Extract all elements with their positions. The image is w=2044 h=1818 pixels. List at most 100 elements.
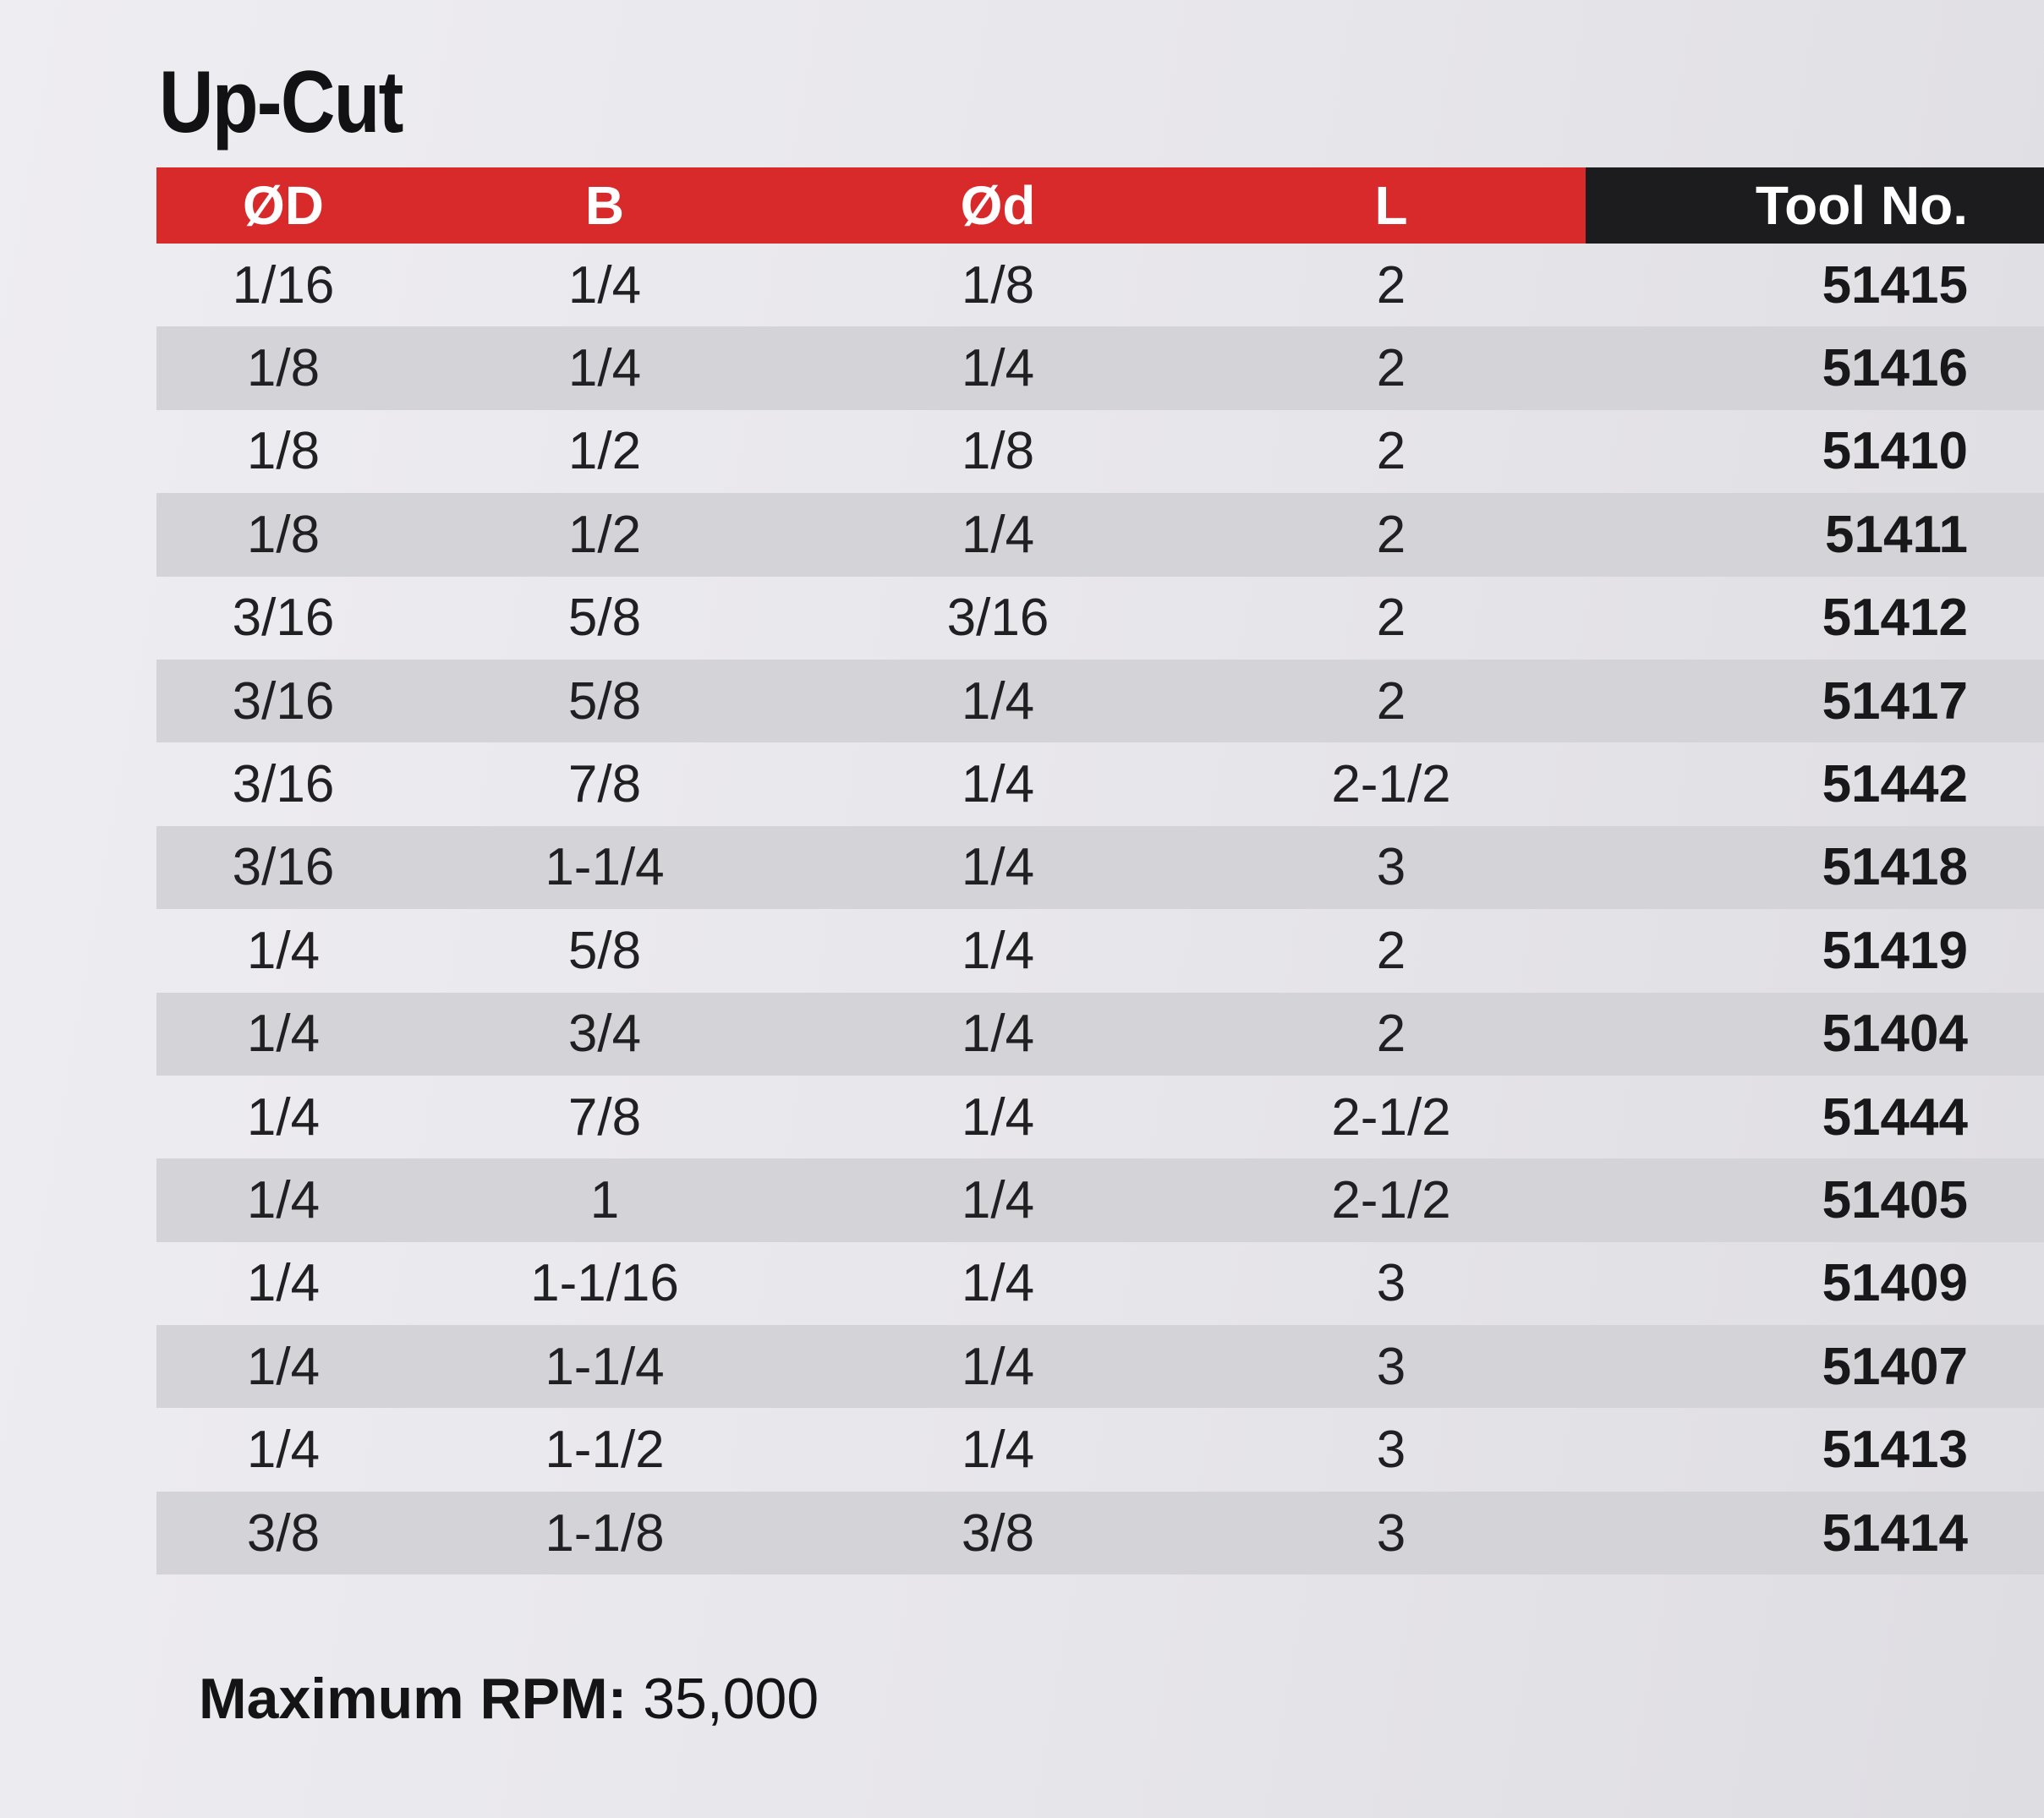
length-cell: 3 bbox=[1376, 838, 1406, 897]
table-row: 1/8 1/4 1/4 2 51416 bbox=[156, 326, 2044, 410]
tool-no-cell: 51444 bbox=[1822, 1087, 1968, 1147]
shank-diameter-cell: 1/4 bbox=[961, 1005, 1035, 1064]
tool-no-cell: 51411 bbox=[1825, 505, 1968, 564]
b-cell: 1/2 bbox=[567, 422, 642, 481]
b-cell: 1/4 bbox=[567, 255, 642, 315]
tool-no-cell: 51412 bbox=[1822, 589, 1968, 648]
b-cell: 7/8 bbox=[567, 755, 642, 814]
shank-diameter-cell: 1/4 bbox=[961, 755, 1035, 814]
table-row: 1/4 1-1/4 1/4 3 51407 bbox=[156, 1325, 2044, 1409]
shank-diameter-cell: 1/4 bbox=[961, 505, 1035, 564]
table-row: 1/4 3/4 1/4 2 51404 bbox=[156, 992, 2044, 1076]
shank-diameter-cell: 1/4 bbox=[961, 1337, 1035, 1396]
header-length: L bbox=[1197, 167, 1586, 244]
tool-no-cell: 51409 bbox=[1822, 1254, 1968, 1313]
outer-diameter-cell: 1/4 bbox=[246, 1254, 321, 1313]
tool-no-cell: 51404 bbox=[1822, 1005, 1968, 1064]
outer-diameter-cell: 1/8 bbox=[246, 422, 321, 481]
b-cell: 5/8 bbox=[567, 921, 642, 980]
tool-no-cell: 51410 bbox=[1822, 422, 1968, 481]
outer-diameter-cell: 1/8 bbox=[246, 339, 321, 398]
shank-diameter-cell: 1/4 bbox=[961, 671, 1035, 731]
outer-diameter-cell: 3/16 bbox=[232, 838, 335, 897]
b-cell: 1/4 bbox=[567, 339, 642, 398]
header-b: B bbox=[410, 167, 799, 244]
max-rpm-note: Maximum RPM: 35,000 bbox=[199, 1666, 819, 1732]
shank-diameter-cell: 1/4 bbox=[961, 339, 1035, 398]
length-cell: 3 bbox=[1376, 1254, 1406, 1313]
length-cell: 2 bbox=[1376, 422, 1406, 481]
tool-no-cell: 51417 bbox=[1822, 671, 1968, 731]
length-cell: 2 bbox=[1376, 255, 1406, 315]
tool-no-cell: 51442 bbox=[1822, 755, 1968, 814]
length-cell: 2 bbox=[1376, 671, 1406, 731]
length-cell: 2 bbox=[1376, 339, 1406, 398]
table-row: 1/8 1/2 1/4 2 51411 bbox=[156, 493, 2044, 577]
length-cell: 2 bbox=[1376, 589, 1406, 648]
b-cell: 3/4 bbox=[567, 1005, 642, 1064]
outer-diameter-cell: 3/16 bbox=[232, 755, 335, 814]
table-row: 1/4 1-1/2 1/4 3 51413 bbox=[156, 1408, 2044, 1491]
outer-diameter-cell: 3/16 bbox=[232, 671, 335, 731]
tool-no-cell: 51416 bbox=[1822, 339, 1968, 398]
table-row: 3/8 1-1/8 3/8 3 51414 bbox=[156, 1491, 2044, 1575]
outer-diameter-cell: 1/8 bbox=[246, 505, 321, 564]
outer-diameter-cell: 1/4 bbox=[246, 921, 321, 980]
max-rpm-label: Maximum RPM: bbox=[199, 1667, 627, 1731]
max-rpm-value: 35,000 bbox=[643, 1667, 819, 1731]
tool-no-cell: 51418 bbox=[1822, 838, 1968, 897]
shank-diameter-cell: 1/4 bbox=[961, 921, 1035, 980]
b-cell: 1 bbox=[589, 1170, 620, 1229]
table-row: 3/16 5/8 1/4 2 51417 bbox=[156, 659, 2044, 743]
outer-diameter-cell: 3/8 bbox=[246, 1503, 321, 1563]
shank-diameter-cell: 1/4 bbox=[961, 1421, 1035, 1480]
table-row: 1/8 1/2 1/8 2 51410 bbox=[156, 410, 2044, 493]
table-row: 3/16 7/8 1/4 2-1/2 51442 bbox=[156, 742, 2044, 825]
b-cell: 1-1/2 bbox=[545, 1421, 665, 1480]
table-row: 1/4 5/8 1/4 2 51419 bbox=[156, 909, 2044, 992]
outer-diameter-cell: 1/4 bbox=[246, 1087, 321, 1147]
table-row: 1/4 1 1/4 2-1/2 51405 bbox=[156, 1158, 2044, 1242]
b-cell: 5/8 bbox=[567, 671, 642, 731]
shank-diameter-cell: 3/8 bbox=[961, 1503, 1035, 1563]
shank-diameter-cell: 3/16 bbox=[946, 589, 1049, 648]
shank-diameter-cell: 1/4 bbox=[961, 1170, 1035, 1229]
shank-diameter-cell: 1/8 bbox=[961, 422, 1035, 481]
length-cell: 2 bbox=[1376, 1005, 1406, 1064]
outer-diameter-cell: 1/4 bbox=[246, 1421, 321, 1480]
length-cell: 3 bbox=[1376, 1337, 1406, 1396]
outer-diameter-cell: 1/4 bbox=[246, 1005, 321, 1064]
section-title: Up-Cut bbox=[159, 53, 403, 151]
b-cell: 1-1/8 bbox=[545, 1503, 665, 1563]
header-outer-diameter: ØD bbox=[156, 167, 410, 244]
length-cell: 2 bbox=[1376, 505, 1406, 564]
outer-diameter-cell: 1/4 bbox=[246, 1337, 321, 1396]
length-cell: 2-1/2 bbox=[1331, 1087, 1451, 1147]
b-cell: 1-1/4 bbox=[545, 1337, 665, 1396]
outer-diameter-cell: 1/4 bbox=[246, 1170, 321, 1229]
length-cell: 2-1/2 bbox=[1331, 1170, 1451, 1229]
length-cell: 3 bbox=[1376, 1503, 1406, 1563]
tool-no-cell: 51414 bbox=[1822, 1503, 1968, 1563]
table-row: 1/4 1-1/16 1/4 3 51409 bbox=[156, 1242, 2044, 1325]
shank-diameter-cell: 1/8 bbox=[961, 255, 1035, 315]
tool-no-cell: 51415 bbox=[1822, 255, 1968, 315]
b-cell: 7/8 bbox=[567, 1087, 642, 1147]
length-cell: 3 bbox=[1376, 1421, 1406, 1480]
table-row: 3/16 1-1/4 1/4 3 51418 bbox=[156, 825, 2044, 910]
header-shank-diameter: Ød bbox=[799, 167, 1197, 244]
shank-diameter-cell: 1/4 bbox=[961, 1254, 1035, 1313]
b-cell: 1-1/16 bbox=[530, 1254, 679, 1313]
tool-no-cell: 51413 bbox=[1822, 1421, 1968, 1480]
table-body: 1/16 1/4 1/8 2 51415 1/8 1/4 1/4 2 51416 1/8 1/2 1/8… bbox=[156, 244, 2044, 1575]
table-row: 3/16 5/8 3/16 2 51412 bbox=[156, 577, 2044, 660]
shank-diameter-cell: 1/4 bbox=[961, 1087, 1035, 1147]
tool-no-cell: 51407 bbox=[1822, 1337, 1968, 1396]
tool-no-cell: 51405 bbox=[1822, 1170, 1968, 1229]
b-cell: 1-1/4 bbox=[545, 838, 665, 897]
outer-diameter-cell: 3/16 bbox=[232, 589, 335, 648]
table-row: 1/16 1/4 1/8 2 51415 bbox=[156, 244, 2044, 326]
outer-diameter-cell: 1/16 bbox=[232, 255, 335, 315]
b-cell: 5/8 bbox=[567, 589, 642, 648]
